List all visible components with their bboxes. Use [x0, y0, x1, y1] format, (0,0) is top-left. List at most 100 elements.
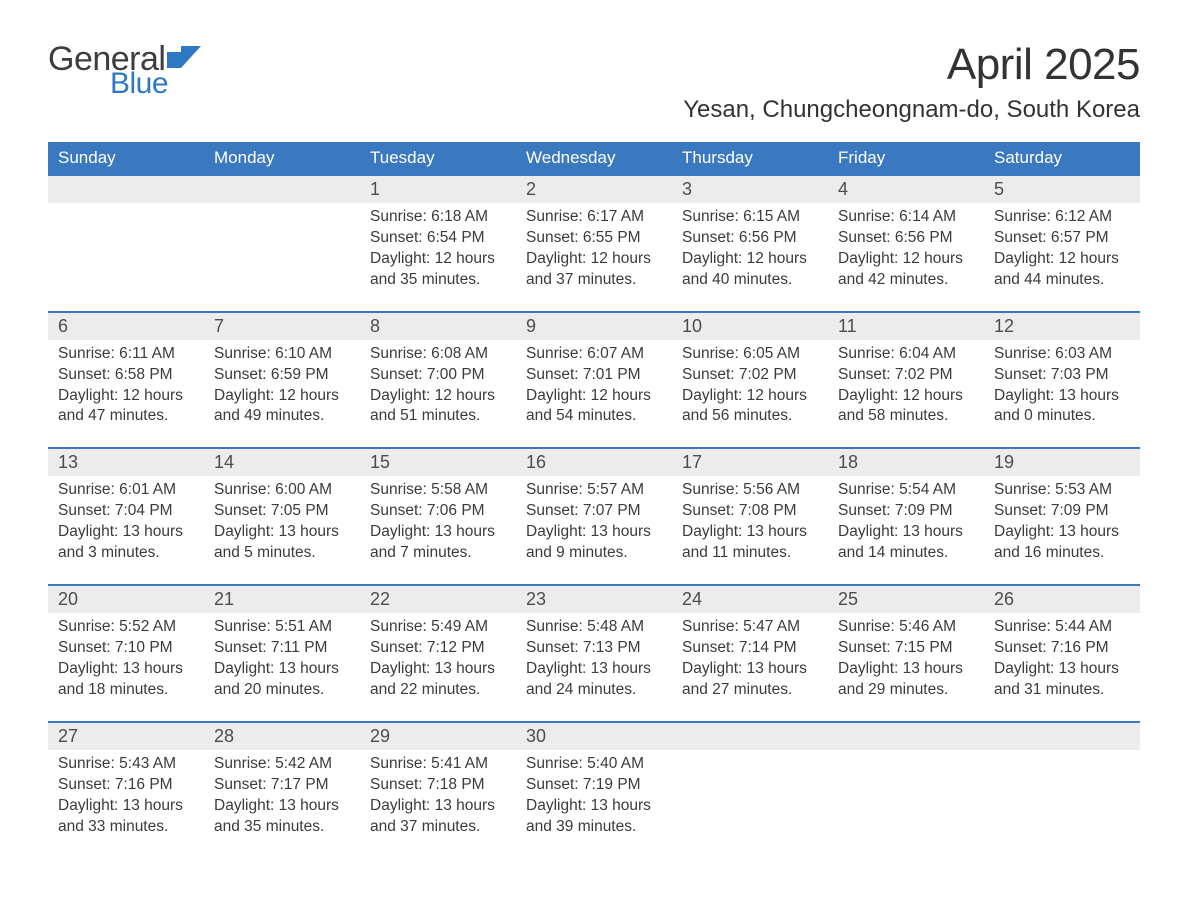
- day-cell: Sunrise: 6:11 AMSunset: 6:58 PMDaylight:…: [48, 340, 204, 434]
- day-cell: Sunrise: 5:53 AMSunset: 7:09 PMDaylight:…: [984, 476, 1140, 570]
- daylight-text: and 0 minutes.: [994, 406, 1130, 427]
- daylight-text: and 18 minutes.: [58, 680, 194, 701]
- sunrise-text: Sunrise: 6:10 AM: [214, 344, 350, 365]
- day-number: 23: [516, 586, 672, 613]
- daylight-text: Daylight: 13 hours: [370, 659, 506, 680]
- daylight-text: Daylight: 13 hours: [994, 659, 1130, 680]
- calendar-week-row: 13141516171819Sunrise: 6:01 AMSunset: 7:…: [48, 447, 1140, 570]
- brand-logo: General Blue: [48, 40, 201, 101]
- day-cell: Sunrise: 6:18 AMSunset: 6:54 PMDaylight:…: [360, 203, 516, 297]
- sunrise-text: Sunrise: 6:14 AM: [838, 207, 974, 228]
- daylight-text: Daylight: 12 hours: [58, 386, 194, 407]
- sunrise-text: Sunrise: 5:53 AM: [994, 480, 1130, 501]
- sunrise-text: Sunrise: 5:49 AM: [370, 617, 506, 638]
- daylight-text: and 37 minutes.: [370, 817, 506, 838]
- weekday-header: Sunday: [48, 142, 204, 174]
- day-cell: Sunrise: 6:07 AMSunset: 7:01 PMDaylight:…: [516, 340, 672, 434]
- day-number: 4: [828, 176, 984, 203]
- daylight-text: Daylight: 12 hours: [994, 249, 1130, 270]
- page-title: April 2025: [683, 40, 1140, 90]
- day-cell: Sunrise: 6:17 AMSunset: 6:55 PMDaylight:…: [516, 203, 672, 297]
- sunset-text: Sunset: 6:56 PM: [838, 228, 974, 249]
- sunset-text: Sunset: 7:01 PM: [526, 365, 662, 386]
- weekday-header: Tuesday: [360, 142, 516, 174]
- day-cell: Sunrise: 6:15 AMSunset: 6:56 PMDaylight:…: [672, 203, 828, 297]
- sunset-text: Sunset: 7:13 PM: [526, 638, 662, 659]
- sunrise-text: Sunrise: 6:15 AM: [682, 207, 818, 228]
- day-cell: Sunrise: 5:46 AMSunset: 7:15 PMDaylight:…: [828, 613, 984, 707]
- daylight-text: Daylight: 12 hours: [370, 386, 506, 407]
- sunset-text: Sunset: 7:02 PM: [838, 365, 974, 386]
- daylight-text: and 27 minutes.: [682, 680, 818, 701]
- day-number: 11: [828, 313, 984, 340]
- sunrise-text: Sunrise: 6:00 AM: [214, 480, 350, 501]
- day-number: 28: [204, 723, 360, 750]
- day-cell: Sunrise: 5:40 AMSunset: 7:19 PMDaylight:…: [516, 750, 672, 844]
- sunset-text: Sunset: 7:06 PM: [370, 501, 506, 522]
- day-cell: Sunrise: 5:56 AMSunset: 7:08 PMDaylight:…: [672, 476, 828, 570]
- daylight-text: Daylight: 12 hours: [526, 249, 662, 270]
- daylight-text: Daylight: 13 hours: [994, 522, 1130, 543]
- daylight-text: and 14 minutes.: [838, 543, 974, 564]
- daylight-text: and 33 minutes.: [58, 817, 194, 838]
- daylight-text: and 31 minutes.: [994, 680, 1130, 701]
- sunset-text: Sunset: 7:11 PM: [214, 638, 350, 659]
- day-number: 14: [204, 449, 360, 476]
- day-number: 12: [984, 313, 1140, 340]
- daylight-text: and 58 minutes.: [838, 406, 974, 427]
- day-cell: Sunrise: 6:03 AMSunset: 7:03 PMDaylight:…: [984, 340, 1140, 434]
- daylight-text: Daylight: 13 hours: [526, 796, 662, 817]
- title-block: April 2025 Yesan, Chungcheongnam-do, Sou…: [683, 40, 1140, 124]
- daylight-text: Daylight: 12 hours: [682, 249, 818, 270]
- sunrise-text: Sunrise: 6:08 AM: [370, 344, 506, 365]
- day-cell: Sunrise: 5:41 AMSunset: 7:18 PMDaylight:…: [360, 750, 516, 844]
- sunrise-text: Sunrise: 6:05 AM: [682, 344, 818, 365]
- header: General Blue April 2025 Yesan, Chungcheo…: [48, 40, 1140, 124]
- day-cell: Sunrise: 6:04 AMSunset: 7:02 PMDaylight:…: [828, 340, 984, 434]
- day-number: 5: [984, 176, 1140, 203]
- daylight-text: Daylight: 13 hours: [370, 522, 506, 543]
- day-number: 27: [48, 723, 204, 750]
- daylight-text: and 3 minutes.: [58, 543, 194, 564]
- sunrise-text: Sunrise: 5:40 AM: [526, 754, 662, 775]
- weekday-header: Thursday: [672, 142, 828, 174]
- calendar-week-row: ..12345Sunrise: 6:18 AMSunset: 6:54 PMDa…: [48, 174, 1140, 297]
- sunset-text: Sunset: 7:03 PM: [994, 365, 1130, 386]
- daylight-text: Daylight: 13 hours: [214, 522, 350, 543]
- daylight-text: and 16 minutes.: [994, 543, 1130, 564]
- sunrise-text: Sunrise: 6:17 AM: [526, 207, 662, 228]
- day-cell: Sunrise: 5:58 AMSunset: 7:06 PMDaylight:…: [360, 476, 516, 570]
- daylight-text: Daylight: 13 hours: [370, 796, 506, 817]
- flag-icon: [167, 46, 201, 73]
- daynum-strip: 20212223242526: [48, 586, 1140, 613]
- daylight-text: and 9 minutes.: [526, 543, 662, 564]
- day-cell: Sunrise: 5:48 AMSunset: 7:13 PMDaylight:…: [516, 613, 672, 707]
- day-cell: [48, 203, 204, 297]
- day-number: 15: [360, 449, 516, 476]
- daylight-text: Daylight: 13 hours: [526, 659, 662, 680]
- weekday-header: Wednesday: [516, 142, 672, 174]
- day-number: 25: [828, 586, 984, 613]
- daylight-text: and 54 minutes.: [526, 406, 662, 427]
- day-number: 3: [672, 176, 828, 203]
- daylight-text: and 56 minutes.: [682, 406, 818, 427]
- day-cell: Sunrise: 6:00 AMSunset: 7:05 PMDaylight:…: [204, 476, 360, 570]
- sunrise-text: Sunrise: 5:56 AM: [682, 480, 818, 501]
- sunset-text: Sunset: 6:58 PM: [58, 365, 194, 386]
- day-number: 26: [984, 586, 1140, 613]
- day-number: 30: [516, 723, 672, 750]
- daylight-text: Daylight: 13 hours: [214, 796, 350, 817]
- weekday-header: Saturday: [984, 142, 1140, 174]
- sunset-text: Sunset: 7:17 PM: [214, 775, 350, 796]
- sunset-text: Sunset: 7:05 PM: [214, 501, 350, 522]
- daylight-text: and 5 minutes.: [214, 543, 350, 564]
- day-number: 17: [672, 449, 828, 476]
- daylight-text: Daylight: 13 hours: [214, 659, 350, 680]
- day-cell: [672, 750, 828, 844]
- day-number: 2: [516, 176, 672, 203]
- daylight-text: and 40 minutes.: [682, 270, 818, 291]
- day-number: 9: [516, 313, 672, 340]
- day-number: 20: [48, 586, 204, 613]
- daylight-text: and 39 minutes.: [526, 817, 662, 838]
- day-cell: Sunrise: 5:51 AMSunset: 7:11 PMDaylight:…: [204, 613, 360, 707]
